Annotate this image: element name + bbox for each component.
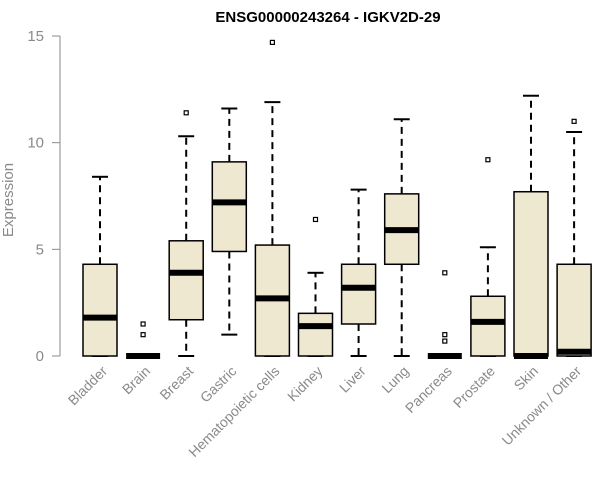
outlier-point: [140, 332, 146, 338]
box-bladder: [82, 175, 118, 357]
outlier-point: [571, 118, 577, 124]
box-iqr: [211, 161, 248, 253]
box-liver: [340, 188, 377, 357]
x-tick-label: Unknown / Other: [499, 363, 585, 449]
x-tick-label: Skin: [511, 363, 542, 394]
box-brain: [126, 321, 161, 359]
box-prostate: [470, 157, 506, 357]
outlier-point: [183, 110, 189, 116]
box-iqr: [82, 263, 118, 357]
box-gastric: [211, 107, 248, 336]
box-iqr: [168, 240, 204, 321]
x-tick-label: Lung: [378, 363, 411, 396]
x-tick-label: Pancreas: [402, 363, 455, 416]
outlier-point: [442, 332, 448, 338]
box-iqr: [513, 190, 549, 357]
x-tick-label: Bladder: [65, 363, 111, 409]
outlier-point: [442, 338, 448, 344]
box-iqr: [470, 295, 506, 357]
box-kidney: [297, 216, 334, 357]
y-tick-label: 15: [27, 28, 44, 45]
box-iqr: [340, 263, 377, 325]
x-tick-label: Breast: [156, 363, 196, 403]
box-breast: [168, 110, 204, 357]
box-iqr: [297, 312, 334, 357]
box-series: [82, 39, 592, 359]
y-tick-label: 10: [27, 135, 44, 152]
y-axis: 0 5 10 15: [27, 28, 61, 365]
outlier-point: [140, 321, 146, 327]
box-skin: [513, 94, 549, 359]
y-axis-label: Expression: [0, 163, 17, 237]
box-pancreas: [427, 270, 462, 359]
box-lung: [383, 118, 420, 357]
chart-title: ENSG00000243264 - IGKV2D-29: [215, 9, 440, 26]
x-tick-label: Gastric: [197, 363, 240, 406]
box-hematopoietic-cells: [254, 39, 291, 357]
box-iqr: [556, 263, 592, 357]
x-tick-label: Liver: [336, 363, 369, 396]
outlier-point: [442, 270, 448, 276]
outlier-point: [485, 157, 491, 163]
x-tick-label: Prostate: [450, 363, 498, 411]
y-tick-label: 5: [36, 241, 44, 258]
box-unknown-other: [556, 118, 592, 357]
outlier-point: [269, 39, 275, 46]
outlier-point: [312, 216, 319, 223]
y-tick-label: 0: [36, 348, 44, 365]
x-tick-label: Brain: [119, 363, 153, 397]
x-tick-label: Kidney: [284, 363, 326, 405]
